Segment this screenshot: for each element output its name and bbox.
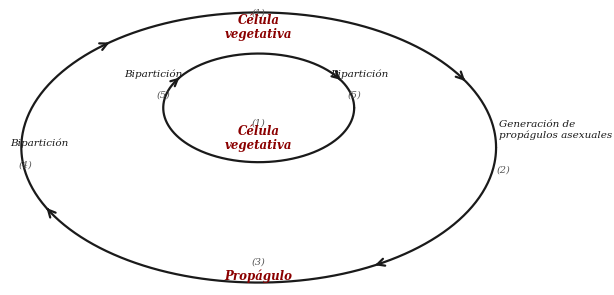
Text: (3): (3) bbox=[252, 258, 266, 266]
Text: Célula
vegetativa: Célula vegetativa bbox=[225, 14, 292, 41]
Text: Bipartición: Bipartición bbox=[124, 69, 182, 78]
Text: Bipartición: Bipartición bbox=[10, 138, 68, 148]
Text: Bipartición: Bipartición bbox=[330, 69, 389, 78]
Text: Generación de
propágulos asexuales: Generación de propágulos asexuales bbox=[499, 120, 612, 140]
Text: (1): (1) bbox=[252, 8, 266, 17]
Text: (5): (5) bbox=[348, 90, 361, 99]
Text: (2): (2) bbox=[497, 165, 511, 174]
Text: Propágulo: Propágulo bbox=[225, 269, 293, 283]
Text: Célula
vegetativa: Célula vegetativa bbox=[225, 125, 292, 153]
Text: (1): (1) bbox=[252, 118, 266, 127]
Text: (5): (5) bbox=[157, 90, 170, 99]
Text: (4): (4) bbox=[18, 161, 33, 170]
